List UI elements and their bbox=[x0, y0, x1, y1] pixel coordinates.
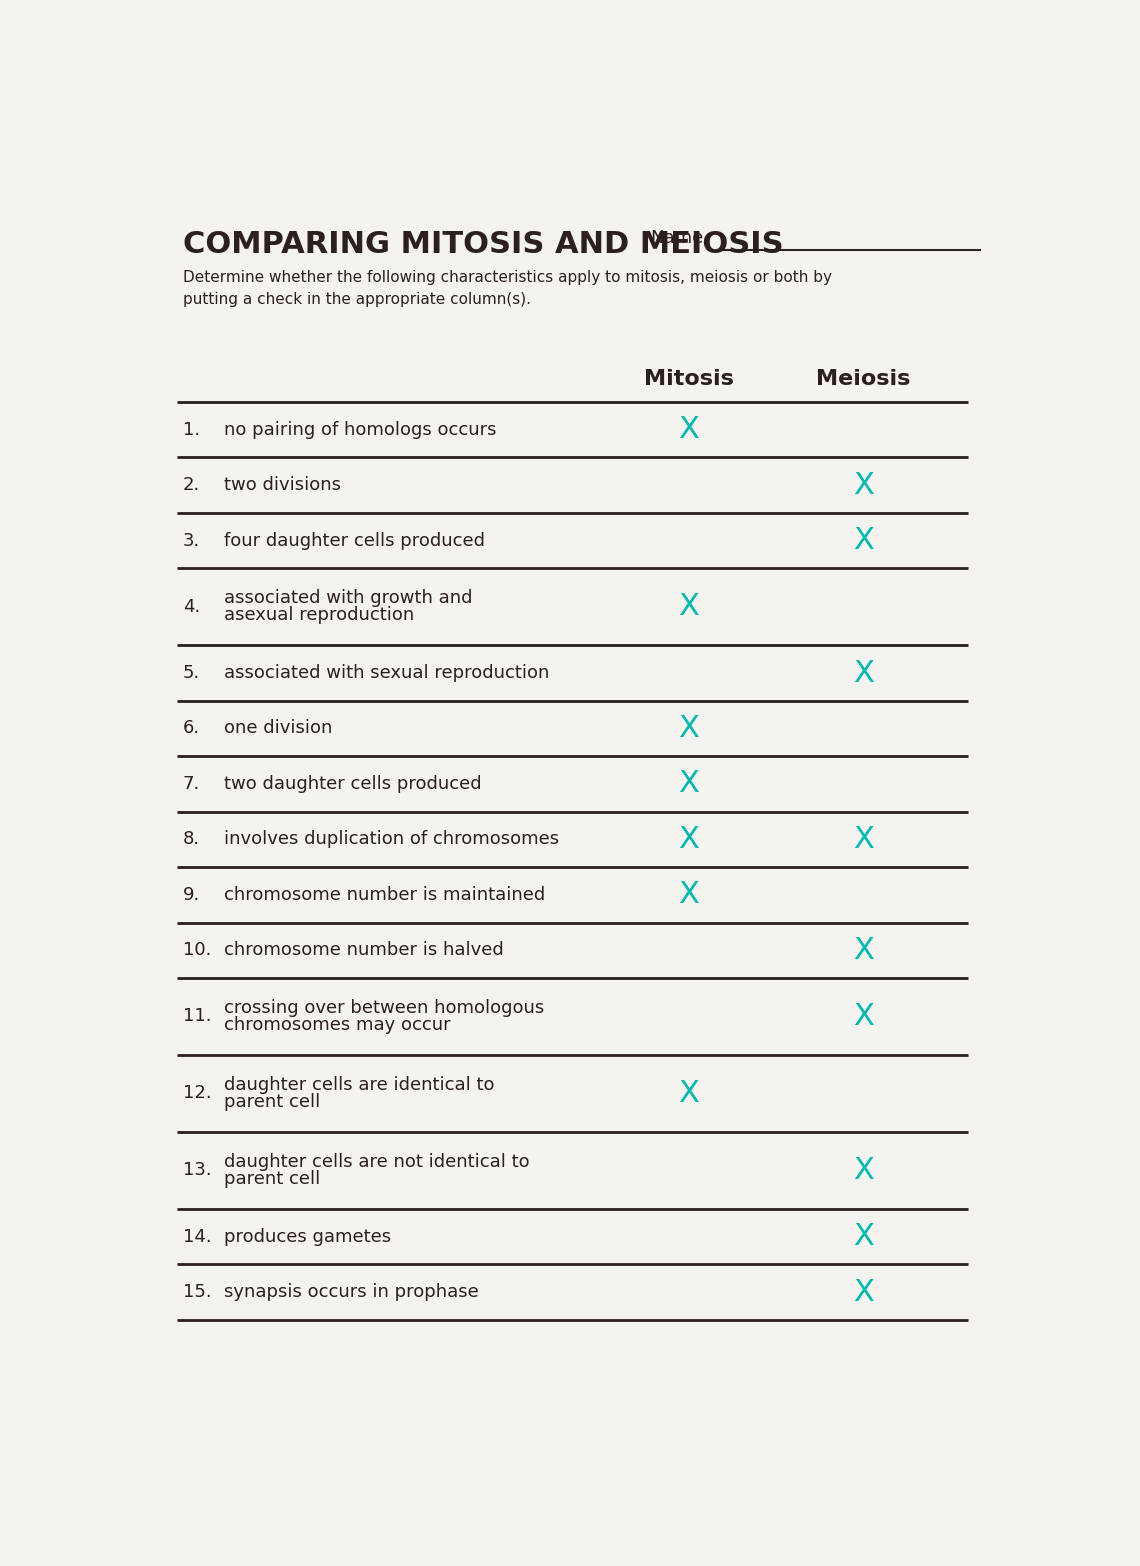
Text: X: X bbox=[853, 1156, 873, 1185]
Text: synapsis occurs in prophase: synapsis occurs in prophase bbox=[223, 1283, 479, 1301]
Text: daughter cells are not identical to: daughter cells are not identical to bbox=[223, 1153, 529, 1171]
Text: associated with sexual reproduction: associated with sexual reproduction bbox=[223, 664, 549, 683]
Text: 3.: 3. bbox=[182, 531, 200, 550]
Text: X: X bbox=[678, 769, 699, 799]
Text: daughter cells are identical to: daughter cells are identical to bbox=[223, 1076, 495, 1095]
Text: four daughter cells produced: four daughter cells produced bbox=[223, 531, 484, 550]
Text: no pairing of homologs occurs: no pairing of homologs occurs bbox=[223, 421, 496, 438]
Text: X: X bbox=[678, 1079, 699, 1107]
Text: crossing over between homologous: crossing over between homologous bbox=[223, 999, 544, 1016]
Text: X: X bbox=[678, 825, 699, 853]
Text: parent cell: parent cell bbox=[223, 1170, 320, 1189]
Text: chromosome number is halved: chromosome number is halved bbox=[223, 941, 504, 960]
Text: X: X bbox=[678, 592, 699, 622]
Text: chromosome number is maintained: chromosome number is maintained bbox=[223, 886, 545, 904]
Text: chromosomes may occur: chromosomes may occur bbox=[223, 1016, 450, 1034]
Text: 13.: 13. bbox=[182, 1162, 211, 1179]
Text: X: X bbox=[853, 825, 873, 853]
Text: two divisions: two divisions bbox=[223, 476, 341, 495]
Text: two daughter cells produced: two daughter cells produced bbox=[223, 775, 481, 792]
Text: produces gametes: produces gametes bbox=[223, 1228, 391, 1245]
Text: Meiosis: Meiosis bbox=[816, 370, 911, 388]
Text: one division: one division bbox=[223, 719, 332, 738]
Text: X: X bbox=[853, 526, 873, 554]
Text: X: X bbox=[853, 1002, 873, 1030]
Text: X: X bbox=[678, 415, 699, 445]
Text: 11.: 11. bbox=[182, 1007, 211, 1026]
Text: 1.: 1. bbox=[182, 421, 200, 438]
Text: X: X bbox=[853, 1221, 873, 1251]
Text: 14.: 14. bbox=[182, 1228, 211, 1245]
Text: X: X bbox=[853, 471, 873, 500]
Text: Determine whether the following characteristics apply to mitosis, meiosis or bot: Determine whether the following characte… bbox=[182, 271, 832, 307]
Text: 7.: 7. bbox=[182, 775, 200, 792]
Text: 8.: 8. bbox=[182, 830, 200, 849]
Text: 9.: 9. bbox=[182, 886, 200, 904]
Text: parent cell: parent cell bbox=[223, 1093, 320, 1110]
Text: Mitosis: Mitosis bbox=[644, 370, 734, 388]
Text: X: X bbox=[853, 936, 873, 965]
Text: 5.: 5. bbox=[182, 664, 200, 683]
Text: 2.: 2. bbox=[182, 476, 200, 495]
Text: Name: Name bbox=[650, 229, 703, 247]
Text: X: X bbox=[853, 659, 873, 687]
Text: X: X bbox=[678, 714, 699, 742]
Text: COMPARING MITOSIS AND MEIOSIS: COMPARING MITOSIS AND MEIOSIS bbox=[182, 230, 783, 260]
Text: asexual reproduction: asexual reproduction bbox=[223, 606, 414, 625]
Text: 10.: 10. bbox=[182, 941, 211, 960]
Text: 12.: 12. bbox=[182, 1084, 211, 1102]
Text: associated with growth and: associated with growth and bbox=[223, 589, 472, 608]
Text: X: X bbox=[678, 880, 699, 910]
Text: 15.: 15. bbox=[182, 1283, 211, 1301]
Text: involves duplication of chromosomes: involves duplication of chromosomes bbox=[223, 830, 559, 849]
Text: X: X bbox=[853, 1278, 873, 1306]
Text: 6.: 6. bbox=[182, 719, 200, 738]
Text: 4.: 4. bbox=[182, 598, 200, 615]
